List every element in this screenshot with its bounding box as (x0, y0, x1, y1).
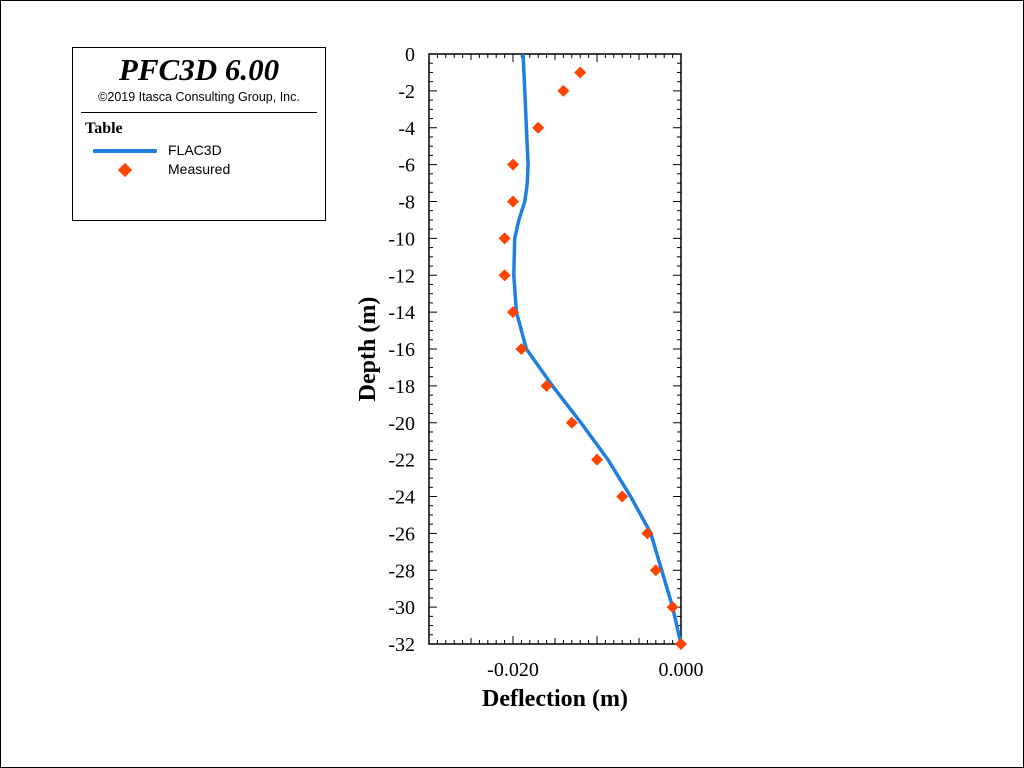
measured-point (641, 527, 654, 540)
measured-point (507, 306, 519, 319)
legend-line-swatch (93, 149, 157, 153)
y-tick-label: -14 (388, 302, 415, 324)
y-tick-label: -8 (398, 192, 415, 214)
x-tick-label: -0.020 (487, 659, 539, 681)
x-tick-label: 0.000 (659, 659, 704, 681)
measured-point (507, 195, 519, 208)
y-tick-label: -4 (398, 118, 415, 140)
y-tick-label: -6 (398, 155, 415, 177)
y-tick-label: -32 (388, 634, 415, 656)
y-tick-label: 0 (405, 44, 415, 66)
legend-label-measured: Measured (168, 161, 231, 177)
y-tick-label: -12 (388, 265, 415, 287)
legend-panel: PFC3D 6.00 ©2019 Itasca Consulting Group… (72, 47, 326, 221)
x-axis: -0.020 0.000 (428, 54, 704, 681)
legend-copyright: ©2019 Itasca Consulting Group, Inc. (98, 90, 300, 104)
y-tick-label: -16 (388, 339, 415, 361)
y-axis: 0 -2 -4 -6 -8 -10 -12 -14 -16 -18 -20 -22 -24 -26 -28 -… (388, 44, 681, 656)
measured-point (507, 158, 519, 171)
measured-point (616, 490, 629, 503)
measured-point (574, 66, 587, 79)
legend-label-flac3d: FLAC3D (168, 142, 222, 158)
measured-point (515, 343, 528, 355)
series-line-flac3d (512, 53, 683, 645)
measured-point (557, 84, 570, 97)
measured-point (540, 379, 553, 392)
measured-point (498, 232, 511, 245)
legend-heading: Table (85, 120, 123, 137)
series-layer (498, 53, 687, 650)
measured-point (649, 564, 662, 577)
y-tick-label: -26 (388, 523, 415, 545)
measured-point (532, 121, 545, 134)
legend-app-title: PFC3D 6.00 (118, 52, 280, 87)
y-axis-label: Depth (m) (355, 297, 381, 402)
y-tick-label: -18 (388, 376, 415, 398)
y-tick-label: -22 (388, 450, 415, 472)
y-tick-label: -28 (388, 560, 415, 582)
measured-point (498, 269, 511, 282)
plot-area-border (428, 53, 682, 645)
x-axis-label: Deflection (m) (482, 686, 628, 712)
y-tick-label: -30 (388, 597, 415, 619)
measured-point (666, 601, 679, 614)
y-tick-label: -2 (398, 81, 415, 103)
y-tick-label: -20 (388, 413, 415, 435)
measured-point (675, 638, 687, 650)
measured-point (565, 416, 578, 429)
legend-divider (81, 112, 317, 113)
y-tick-label: -24 (388, 487, 415, 509)
measured-point (591, 453, 603, 466)
y-tick-label: -10 (388, 228, 415, 250)
